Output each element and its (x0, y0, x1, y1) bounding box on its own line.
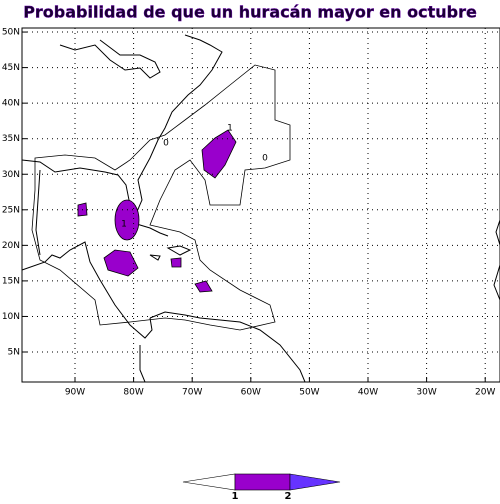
lon-label: 30W (416, 388, 436, 398)
map-frame (21, 27, 500, 383)
coastlines (21, 34, 500, 383)
colorbar-label: 2 (285, 491, 292, 500)
title: Probabilidad de que un huracán mayor en … (23, 3, 477, 22)
contour-label: 0 (163, 139, 169, 149)
lat-label: 5N (8, 348, 20, 358)
lat-label: 25N (2, 205, 20, 215)
lat-label: 10N (2, 312, 20, 322)
probability-contours (77, 129, 237, 293)
contour-outline (31, 64, 291, 331)
lat-label: 15N (2, 276, 20, 286)
colorbar (182, 473, 341, 491)
lat-label: 30N (2, 170, 20, 180)
lon-label: 40W (358, 388, 378, 398)
lon-label: 50W (299, 388, 319, 398)
lon-label: 90W (65, 388, 85, 398)
lon-label: 60W (241, 388, 261, 398)
lat-label: 40N (2, 99, 20, 109)
lon-label: 80W (123, 388, 143, 398)
lat-label: 50N (2, 28, 20, 38)
lat-label: 35N (2, 134, 20, 144)
lat-label: 45N (2, 63, 20, 73)
lon-label: 70W (182, 388, 202, 398)
lat-label: 20N (2, 241, 20, 251)
colorbar-label: 1 (232, 491, 239, 500)
contour-label: 1 (227, 124, 233, 134)
lon-label: 20W (475, 388, 495, 398)
contour-label: 1 (121, 220, 127, 230)
contour-label: 0 (262, 154, 268, 164)
